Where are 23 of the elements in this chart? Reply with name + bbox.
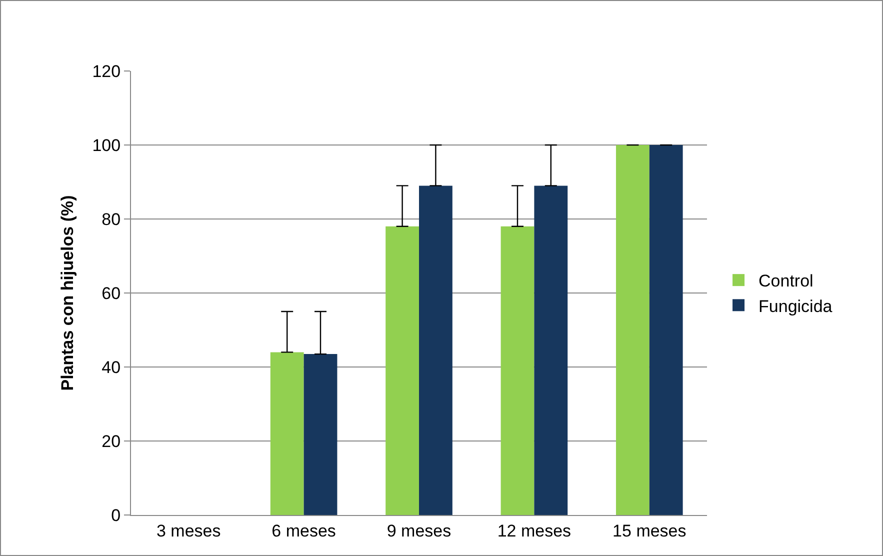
y-tick-label: 0	[111, 506, 121, 525]
legend-label: Control	[758, 272, 814, 291]
x-tick-label: 9 meses	[386, 521, 452, 540]
y-axis-title: Plantas con hijuelos (%)	[58, 195, 77, 391]
y-tick-label: 120	[92, 62, 121, 81]
legend-label: Fungicida	[758, 296, 833, 316]
bar	[386, 226, 419, 515]
y-tick-label: 40	[102, 358, 121, 377]
y-tick-label: 80	[102, 210, 121, 229]
x-tick-label: 12 meses	[497, 521, 572, 540]
x-tick-label: 3 meses	[156, 521, 221, 540]
y-tick-label: 20	[102, 432, 121, 451]
bar	[616, 145, 650, 515]
bar	[270, 352, 304, 515]
x-tick-label: 6 meses	[272, 521, 336, 540]
bar	[500, 226, 534, 515]
bar	[304, 354, 338, 515]
bar	[419, 186, 452, 515]
bar	[649, 145, 683, 515]
x-tick-label: 15 meses	[612, 521, 686, 540]
y-tick-label: 100	[92, 136, 121, 155]
bar	[534, 186, 568, 515]
y-tick-label: 60	[102, 284, 121, 303]
